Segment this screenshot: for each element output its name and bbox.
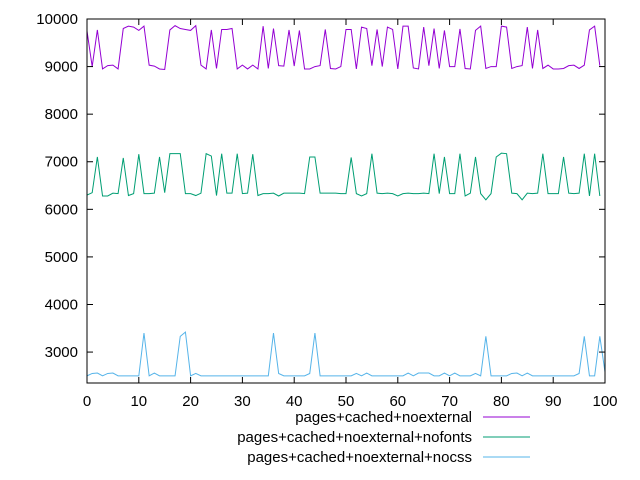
x-tick-label: 30 xyxy=(234,393,251,410)
series-line-1 xyxy=(86,24,601,70)
x-tick-label: 50 xyxy=(338,393,355,410)
series-layer xyxy=(86,24,606,377)
y-tick-label: 3000 xyxy=(45,344,78,361)
legend: pages+cached+noexternal pages+cached+noex… xyxy=(237,409,530,466)
x-tick-label: 10 xyxy=(130,393,147,410)
x-tick-label: 100 xyxy=(592,393,617,410)
x-tick-label: 60 xyxy=(389,393,406,410)
legend-label-2: pages+cached+noexternal+nofonts xyxy=(237,429,472,446)
y-tick-label: 6000 xyxy=(45,201,78,218)
x-tick-label: 80 xyxy=(493,393,510,410)
series-line-3 xyxy=(86,331,606,377)
legend-label-3: pages+cached+noexternal+nocss xyxy=(247,449,472,466)
y-tick-label: 4000 xyxy=(45,296,78,313)
x-tick-label: 70 xyxy=(441,393,458,410)
y-tick-label: 5000 xyxy=(45,249,78,266)
series-line-2 xyxy=(86,152,601,201)
legend-label-1: pages+cached+noexternal xyxy=(295,409,472,426)
axis-ticks: 0 10 20 30 40 50 60 70 80 90 100 3000 4000 5000 6000 70… xyxy=(36,11,617,410)
x-tick-label: 20 xyxy=(182,393,199,410)
x-tick-label: 0 xyxy=(83,393,91,410)
y-tick-label: 9000 xyxy=(45,59,78,76)
y-tick-label: 10000 xyxy=(36,11,78,28)
y-tick-label: 8000 xyxy=(45,106,78,123)
plot-frame xyxy=(86,18,606,384)
x-tick-label: 90 xyxy=(545,393,562,410)
y-tick-label: 7000 xyxy=(45,154,78,171)
x-tick-label: 40 xyxy=(286,393,303,410)
